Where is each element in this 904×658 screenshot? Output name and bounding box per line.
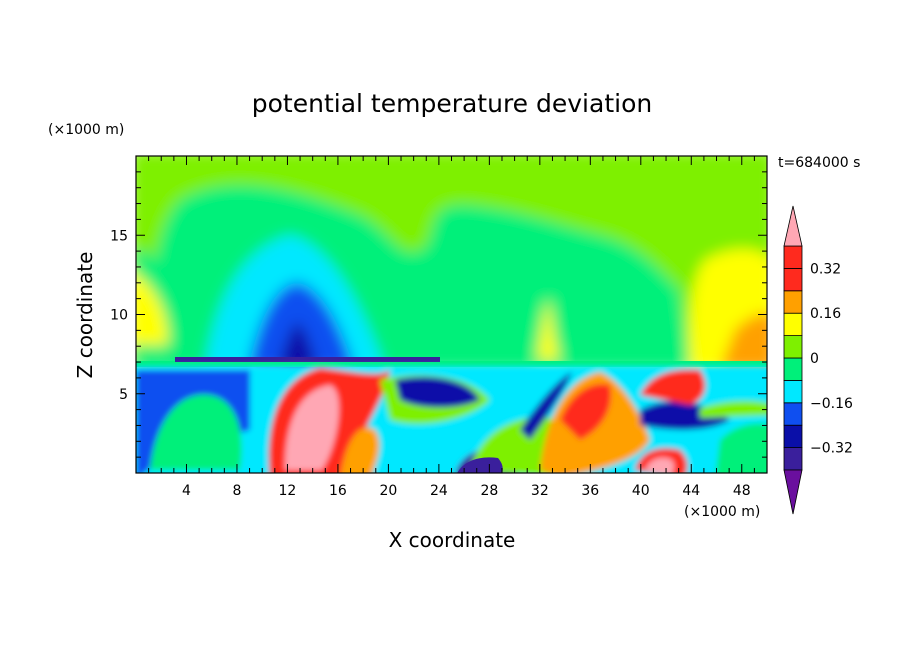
colorbar-tick-label: 0.16: [810, 306, 841, 322]
x-tick-label: 20: [379, 483, 397, 499]
chart-title: potential temperature deviation: [252, 89, 652, 118]
warm-columns-core: [560, 384, 611, 440]
colorbar-extend-low: [783, 469, 803, 515]
x-tick-label: 4: [182, 483, 191, 499]
right-edge-green-strip: [700, 400, 767, 418]
right-warm-plume: [640, 369, 706, 405]
bottom-warm-core: [645, 457, 675, 473]
x-tick-label: 32: [531, 483, 549, 499]
colorbar-band: [783, 402, 803, 426]
colorbar-band: [783, 290, 803, 314]
colorbar-tick-label: −0.32: [810, 441, 853, 457]
left-warm-edge: [136, 273, 169, 345]
x-tick-label: 16: [329, 483, 347, 499]
y-tick-label: 15: [110, 228, 128, 244]
x-tick-label: 48: [733, 483, 751, 499]
right-warm-core: [720, 313, 767, 370]
right-edge-green: [715, 423, 767, 473]
x-axis-title: X coordinate: [389, 528, 516, 552]
lower-green-swirl: [150, 394, 242, 470]
colorbar-band: [783, 335, 803, 359]
colorbar-extend-high: [783, 205, 803, 247]
colorbar-band: [783, 267, 803, 292]
cold-dome-mid: [248, 282, 355, 370]
x-tick-label: 36: [581, 483, 599, 499]
warm-plume-edge: [341, 427, 380, 473]
colorbar-tick-label: 0: [810, 351, 819, 367]
x-unit-label: (×1000 m): [684, 504, 760, 520]
colorbar: 0.32 0.16 0 −0.16 −0.32: [783, 205, 853, 515]
bottom-cold-pocket: [457, 457, 503, 473]
y-tick-label: 10: [110, 308, 128, 324]
inversion-cold-line: [175, 357, 440, 362]
colorbar-band: [783, 245, 803, 269]
lower-layer: [136, 366, 767, 473]
colorbar-band: [783, 424, 803, 449]
contour-field: [136, 156, 767, 473]
colorbar-band: [783, 447, 803, 471]
x-tick-label: 44: [682, 483, 700, 499]
colorbar-band: [783, 379, 803, 404]
y-tick-label: 5: [119, 387, 128, 403]
colorbar-band: [783, 357, 803, 381]
warm-plume-core: [285, 385, 339, 470]
colorbar-tick-label: 0.32: [810, 261, 841, 277]
inversion-band: [136, 361, 767, 367]
colorbar-band: [783, 312, 803, 337]
x-tick-label: 24: [430, 483, 448, 499]
time-label: t=684000 s: [778, 155, 860, 171]
cold-streak: [520, 372, 572, 440]
cold-pocket-a: [395, 376, 480, 408]
x-tick-label: 12: [279, 483, 297, 499]
x-axis: 4 8 12 16 20 24 28 32 36 40 44 48: [148, 156, 755, 499]
y-axis-title: Z coordinate: [73, 252, 97, 379]
x-tick-label: 40: [632, 483, 650, 499]
colorbar-tick-label: −0.16: [810, 396, 853, 412]
y-axis: 5 10 15: [110, 171, 767, 458]
x-tick-label: 8: [232, 483, 241, 499]
y-unit-label: (×1000 m): [48, 122, 124, 138]
warm-spike: [537, 300, 560, 360]
upper-layer: [136, 156, 767, 370]
x-tick-label: 28: [480, 483, 498, 499]
